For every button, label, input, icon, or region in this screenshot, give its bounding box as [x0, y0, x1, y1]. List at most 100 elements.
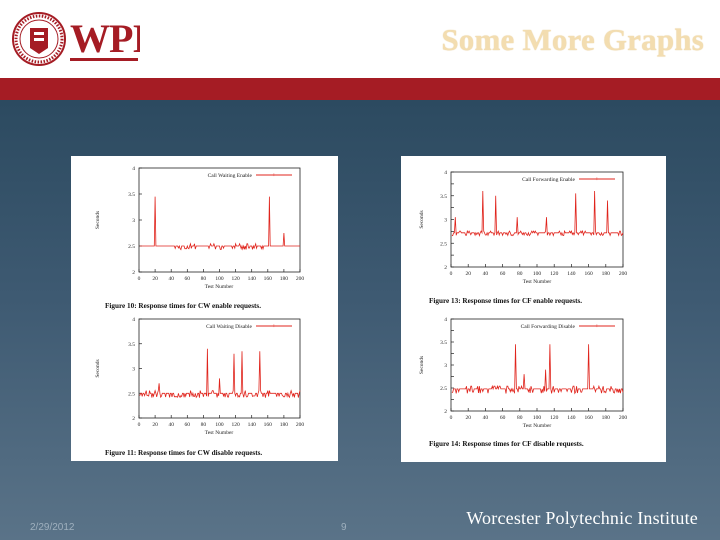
plot-frame	[450, 318, 624, 412]
x-axis-label: Test Number	[523, 279, 552, 285]
x-axis-label: Test Number	[205, 430, 234, 436]
y-tick-label: 2.5	[128, 244, 135, 250]
y-axis-label: Seconds	[95, 359, 101, 377]
x-tick-label: 180	[280, 276, 289, 282]
legend-marker: +	[595, 177, 599, 183]
y-tick-label: 2	[132, 416, 135, 422]
x-tick-label: 100	[215, 422, 224, 428]
x-tick-label: 80	[517, 271, 523, 277]
x-tick-label: 20	[465, 415, 471, 421]
y-tick-label: 3.5	[440, 340, 447, 346]
x-tick-label: 60	[500, 271, 506, 277]
x-tick-label: 60	[185, 422, 191, 428]
x-tick-label: 160	[264, 276, 273, 282]
x-tick-label: 80	[201, 276, 207, 282]
y-tick-label: 3.5	[128, 192, 135, 198]
y-axis-label: Seconds	[95, 211, 101, 229]
y-tick-label: 3	[132, 218, 135, 224]
y-tick-label: 2	[444, 265, 447, 271]
figure-caption: Figure 10: Response times for CW enable …	[105, 302, 261, 310]
chart-cw-disable: 22.533.540 20 40 60 80 100 120 140 160 180 200Test…	[95, 317, 305, 457]
y-axis-label: Seconds	[419, 210, 425, 228]
figure-panel-left: 2 2.5 3 3.5 4 0 20 40 60 80 100 120 140 160 180 200 Test…	[71, 156, 338, 461]
legend-marker: +	[272, 173, 276, 179]
x-tick-label: 20	[152, 276, 158, 282]
x-tick-label: 60	[185, 276, 191, 282]
x-tick-label: 140	[567, 271, 576, 277]
y-tick-label: 4	[444, 170, 447, 176]
y-tick-label: 2.5	[440, 386, 447, 392]
x-tick-label: 20	[152, 422, 158, 428]
x-tick-label: 140	[248, 276, 257, 282]
y-tick-label: 3	[444, 363, 447, 369]
x-tick-label: 160	[584, 271, 593, 277]
x-tick-label: 200	[296, 276, 305, 282]
x-tick-label: 180	[602, 415, 611, 421]
y-tick-label: 2	[444, 409, 447, 415]
y-tick-label: 4	[132, 317, 135, 323]
figure-caption: Figure 14: Response times for CF disable…	[429, 440, 584, 448]
x-tick-label: 60	[500, 415, 506, 421]
x-tick-label: 100	[215, 276, 224, 282]
x-tick-label: 80	[201, 422, 207, 428]
legend-label: Call Waiting Enable	[208, 173, 253, 179]
series-line	[451, 190, 624, 237]
y-tick-label: 3	[444, 218, 447, 224]
x-tick-label: 40	[483, 415, 489, 421]
slide-title: Some More Graphs	[441, 22, 704, 57]
wpi-seal-icon	[12, 12, 66, 66]
chart-cf-disable: 22.533.540 20 40 60 80 100 120 140 160 180 200Test…	[419, 317, 628, 448]
legend-marker: +	[595, 324, 599, 330]
series-line	[139, 348, 301, 399]
x-tick-label: 180	[602, 271, 611, 277]
x-tick-label: 40	[168, 422, 174, 428]
x-tick-label: 20	[465, 271, 471, 277]
y-tick-label: 3.5	[128, 342, 135, 348]
legend-marker: +	[272, 324, 276, 330]
plot-frame	[138, 167, 301, 273]
y-tick-label: 2	[132, 270, 135, 276]
footer-institution: Worcester Polytechnic Institute	[466, 508, 698, 528]
y-tick-label: 3.5	[440, 194, 447, 200]
x-tick-label: 200	[619, 415, 628, 421]
figure-caption: Figure 11: Response times for CW disable…	[105, 449, 262, 457]
x-tick-label: 200	[296, 422, 305, 428]
x-tick-label: 140	[567, 415, 576, 421]
svg-text:WPI: WPI	[70, 16, 140, 61]
legend-label: Call Waiting Disable	[206, 324, 252, 330]
x-tick-label: 160	[584, 415, 593, 421]
x-axis-label: Test Number	[523, 423, 552, 429]
figure-panel-right: 2 2.5 3 3.5 4 0 20 40 60 80 100 120 140 160 180 200 Test…	[401, 156, 666, 462]
y-tick-label: 4	[132, 166, 135, 172]
x-tick-label: 0	[138, 422, 141, 428]
x-tick-label: 80	[517, 415, 523, 421]
footer-date: 2/29/2012	[30, 522, 75, 533]
x-tick-label: 0	[138, 276, 141, 282]
x-tick-label: 100	[533, 415, 542, 421]
legend-label: Call Forwarding Disable	[521, 324, 576, 330]
y-tick-label: 2.5	[440, 241, 447, 247]
y-axis-label: Seconds	[419, 356, 425, 374]
y-tick-label: 2.5	[128, 391, 135, 397]
figure-caption: Figure 13: Response times for CF enable …	[429, 297, 582, 305]
x-tick-label: 140	[248, 422, 257, 428]
slide-header: WPI Some More Graphs	[0, 0, 720, 78]
x-tick-label: 0	[450, 415, 453, 421]
y-tick-label: 3	[132, 367, 135, 373]
x-tick-label: 200	[619, 271, 628, 277]
x-tick-label: 0	[450, 271, 453, 277]
chart-cf-enable: 22.533.540 20 40 60 80 100 120 140 160 180 200Test…	[419, 170, 628, 305]
x-tick-label: 100	[533, 271, 542, 277]
chart-cw-enable: 22.533.540 20 40 60 80 100 120 140 160 180 200Test…	[95, 166, 305, 310]
page-number: 9	[341, 522, 347, 533]
x-tick-label: 120	[550, 415, 559, 421]
series-line	[139, 196, 300, 251]
x-tick-label: 120	[231, 276, 240, 282]
y-tick-label: 4	[444, 317, 447, 323]
wpi-wordmark: WPI	[70, 16, 140, 61]
x-tick-label: 180	[280, 422, 289, 428]
plot-frame	[450, 171, 624, 268]
plot-frame	[138, 318, 301, 419]
x-tick-label: 160	[264, 422, 273, 428]
legend-label: Call Forwarding Enable	[522, 177, 575, 183]
